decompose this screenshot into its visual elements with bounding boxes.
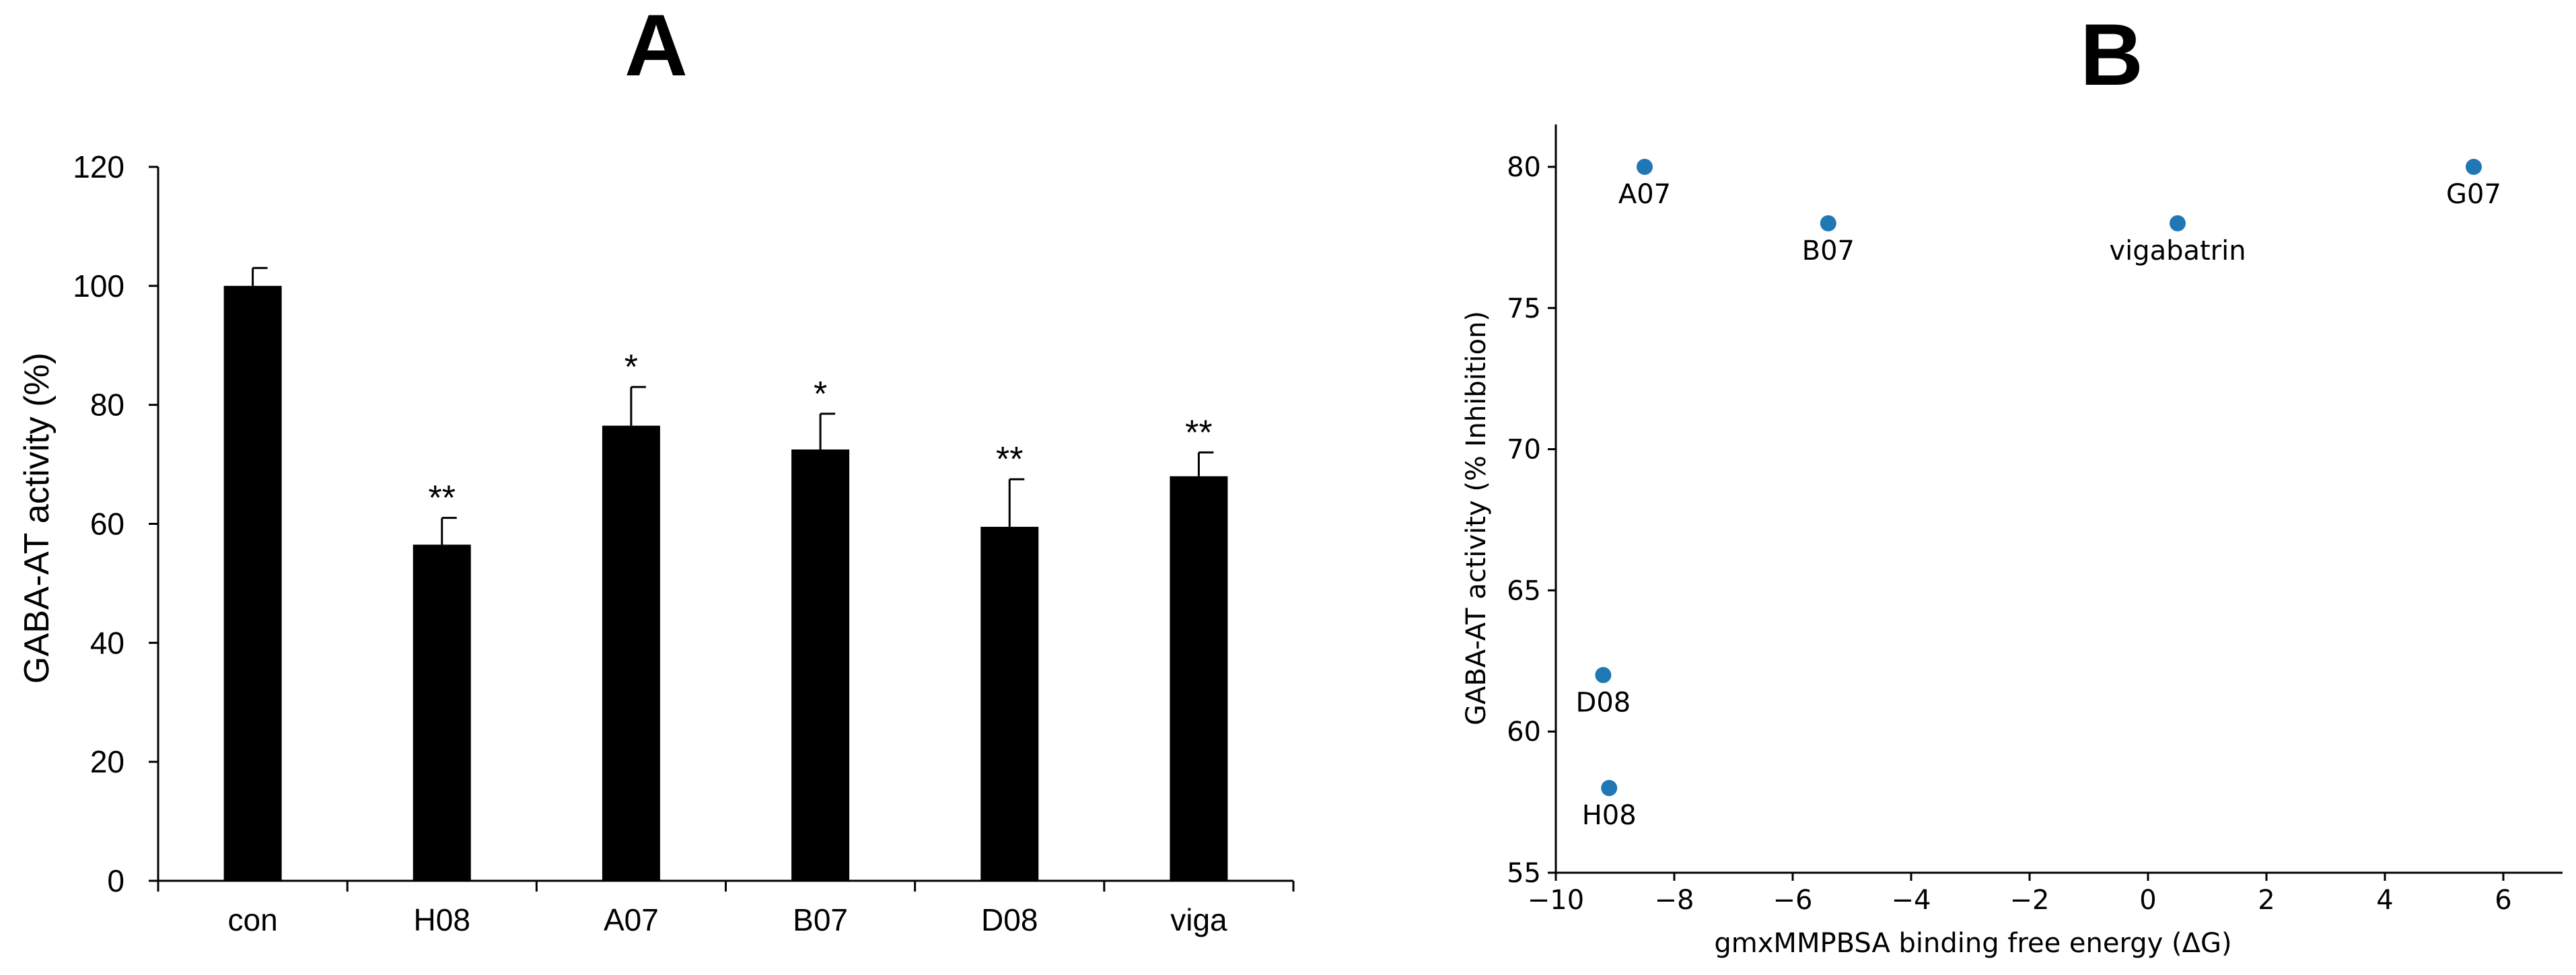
panel-b-point-label: B07 [1802, 236, 1855, 266]
panel-b-y-tick-label: 60 [1507, 717, 1541, 748]
panel-b-x-tick-label: −10 [1528, 885, 1584, 916]
panel-b-title: B [2080, 5, 2143, 104]
panel-a-x-tick-label: D08 [981, 902, 1038, 937]
panel-b-x-tick-label: 2 [2258, 885, 2275, 916]
panel-b-point [2170, 215, 2186, 231]
panel-b: B GABA-AT activity (% Inhibition) gmxMMP… [1461, 5, 2563, 959]
panel-b-x-tick-label: −8 [1655, 885, 1694, 916]
panel-a-bar [791, 449, 850, 881]
panel-a-y-tick-label: 60 [90, 507, 124, 542]
panel-a-y-tick-label: 0 [107, 863, 124, 898]
panel-a-y-tick-label: 100 [73, 268, 124, 303]
panel-a-y-axis-label: GABA-AT activity (%) [17, 353, 57, 684]
panel-a-y-tick-label: 40 [90, 625, 124, 660]
panel-b-y-tick-label: 55 [1507, 858, 1541, 889]
panel-a-significance-label: ** [429, 479, 456, 518]
panel-a-y-tick-label: 20 [90, 744, 124, 779]
panel-b-point [1601, 780, 1618, 797]
panel-a-x-tick-label: B07 [793, 902, 848, 937]
panel-a-x-tick-label: con [227, 902, 277, 937]
panel-a-significance-label: * [624, 348, 638, 387]
panel-b-point [1637, 158, 1653, 175]
panel-a-bar [223, 285, 282, 881]
panel-a-plot-area: 0 20 40 60 80 100 120 con H08 ** A07 * B07 * D08 ** viga… [73, 149, 1295, 937]
panel-b-point [2466, 158, 2482, 175]
panel-b-point [1820, 215, 1836, 231]
panel-a-x-tick-label: H08 [414, 902, 470, 937]
panel-b-x-tick-label: −2 [2010, 885, 2050, 916]
panel-b-y-tick-label: 70 [1507, 435, 1541, 466]
panel-a-significance-label: ** [1185, 413, 1212, 452]
panel-b-x-tick-label: −4 [1892, 885, 1931, 916]
panel-b-x-axis-label: gmxMMPBSA binding free energy (ΔG) [1714, 928, 2231, 959]
panel-a-y-tick-label: 80 [90, 388, 124, 423]
panel-a-bar [413, 544, 471, 881]
panel-a-bar [1170, 476, 1228, 881]
panel-b-y-tick-label: 75 [1507, 293, 1541, 324]
panel-a-bar [602, 425, 660, 881]
panel-b-point-label: vigabatrin [2109, 236, 2246, 266]
panel-a-y-tick-label: 120 [73, 149, 124, 184]
panel-b-point-label: G07 [2446, 179, 2501, 210]
panel-a-significance-label: * [814, 375, 827, 414]
panel-b-y-tick-label: 80 [1507, 152, 1541, 183]
panel-b-point-label: A07 [1618, 179, 1671, 210]
panel-b-plot-area: 55 60 65 70 75 80 −10 −8 −6 −4 −2 0 2 4 6 A07 B07 vigabat… [1507, 124, 2563, 916]
panel-b-point-label: D08 [1576, 687, 1631, 718]
panel-a: A GABA-AT activity (%) 0 20 40 60 80 100 120 co… [17, 0, 1295, 937]
panel-a-x-tick-label: viga [1170, 902, 1227, 937]
panel-b-x-tick-label: 4 [2376, 885, 2393, 916]
panel-b-x-tick-label: 6 [2495, 885, 2511, 916]
panel-b-point-label: H08 [1582, 800, 1637, 831]
panel-a-bar [980, 526, 1039, 881]
panel-b-x-tick-label: −6 [1773, 885, 1813, 916]
panel-a-title: A [624, 0, 688, 94]
panel-b-y-tick-label: 65 [1507, 575, 1541, 606]
panel-a-x-tick-label: A07 [604, 902, 659, 937]
panel-a-significance-label: ** [996, 440, 1023, 479]
panel-b-point [1595, 667, 1612, 684]
panel-b-x-tick-label: 0 [2139, 885, 2156, 916]
panel-b-y-axis-label: GABA-AT activity (% Inhibition) [1461, 311, 1492, 725]
